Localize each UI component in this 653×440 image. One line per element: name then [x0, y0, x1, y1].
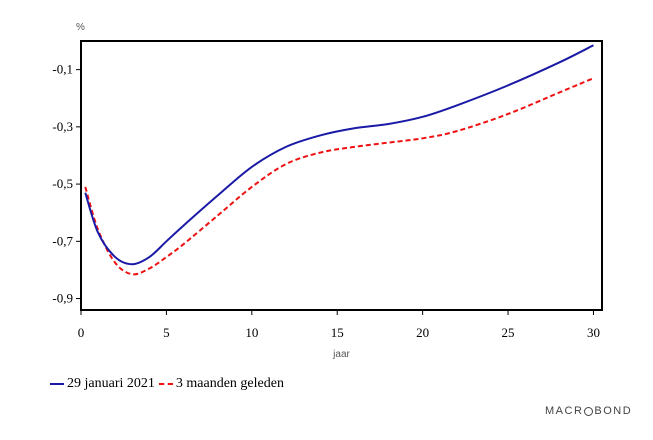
x-tick-label: 0 — [78, 325, 85, 340]
y-tick-label: -0,7 — [52, 233, 73, 248]
legend-item-series-1: 29 januari 2021 — [50, 376, 155, 392]
legend-label-series-1: 29 januari 2021 — [67, 376, 155, 391]
macrobond-logo: MACR BOND — [545, 405, 632, 417]
x-tick-label: 20 — [416, 325, 429, 340]
series-line-2 — [84, 77, 594, 276]
x-tick-label: 5 — [163, 325, 170, 340]
x-axis-title: jaar — [332, 349, 350, 360]
x-tick-label: 25 — [502, 325, 515, 340]
brand-text-right: BOND — [594, 405, 633, 417]
x-tick-label: 15 — [331, 325, 344, 340]
brand-text-left: MACR — [545, 405, 584, 417]
plot-frame — [80, 40, 603, 311]
y-tick-label: -0,9 — [52, 291, 73, 306]
legend-label-series-2: 3 maanden geleden — [175, 376, 284, 391]
plot-area — [80, 40, 603, 311]
y-unit-label: % — [76, 22, 85, 33]
legend-swatch-series-1 — [50, 383, 64, 385]
y-tick-label: -0,5 — [52, 176, 73, 191]
x-tick-label: 30 — [587, 325, 600, 340]
y-axis: -0,1 -0,3 -0,5 -0,7 -0,9 — [52, 62, 81, 306]
legend-item-series-2: 3 maanden geleden — [158, 376, 284, 392]
x-axis: 0 5 10 15 20 25 30 — [78, 310, 600, 340]
legend-swatch-series-2 — [158, 383, 173, 385]
brand-o-glyph — [584, 406, 594, 416]
y-tick-label: -0,3 — [52, 119, 73, 134]
series-line-1 — [84, 44, 594, 266]
series-layer — [84, 44, 594, 276]
x-tick-label: 10 — [245, 325, 258, 340]
y-tick-label: -0,1 — [52, 62, 73, 77]
legend: 29 januari 2021 3 maanden geleden — [50, 376, 288, 392]
